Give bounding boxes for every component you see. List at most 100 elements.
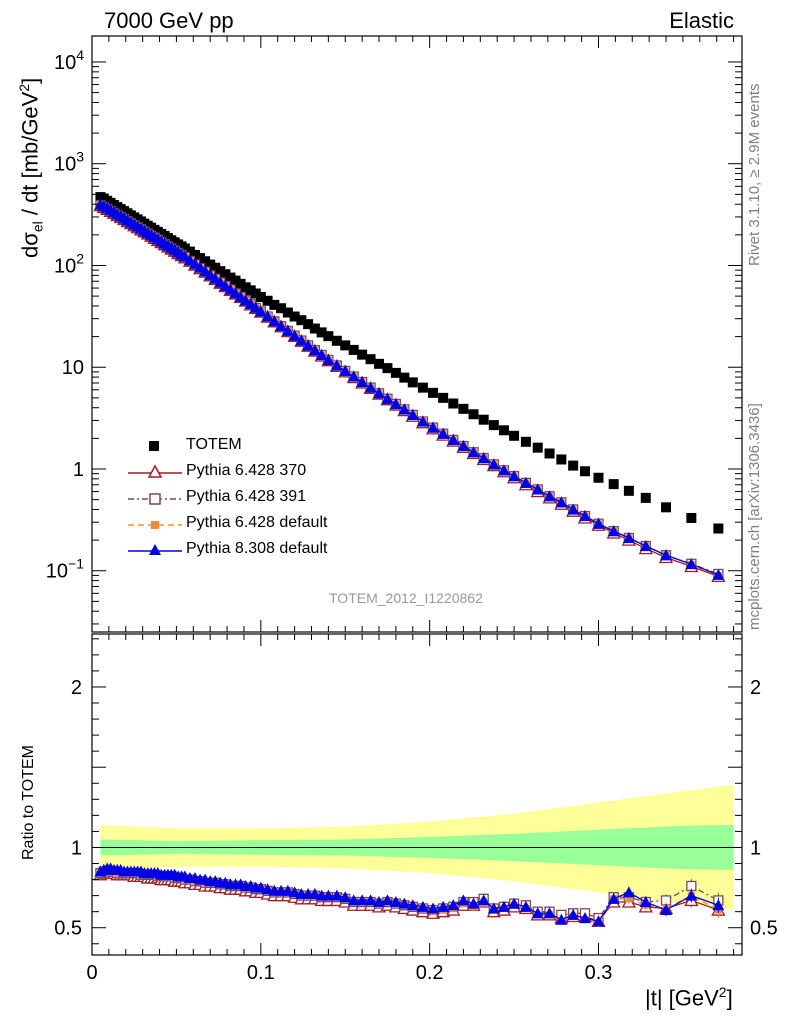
main-point-totem	[179, 243, 190, 254]
main-point-totem	[289, 311, 300, 322]
ratio-point-py8-default	[447, 899, 460, 911]
main-point-totem	[498, 425, 509, 436]
main-point-totem	[448, 398, 459, 409]
main-point-totem	[520, 436, 531, 447]
main-point-py8-default	[519, 476, 532, 488]
legend-entry-py6-default: Pythia 6.428 default	[128, 512, 388, 538]
main-point-py8-default	[322, 353, 335, 365]
legend-label-totem: TOTEM	[186, 436, 242, 453]
main-point-totem	[276, 303, 287, 314]
main-point-totem	[608, 479, 619, 490]
main-point-py8-default	[389, 398, 402, 410]
main-point-totem	[200, 256, 211, 267]
ratio-point-py8-default	[519, 900, 532, 912]
main-point-totem	[220, 269, 231, 280]
ratio-point-py8-default	[578, 912, 591, 924]
main-point-py8-default	[427, 421, 440, 433]
main-y-tick-label-base: 10	[54, 52, 76, 74]
main-point-totem	[382, 363, 393, 374]
main-point-totem	[417, 382, 428, 393]
main-point-py8-default	[508, 470, 521, 482]
ratio-point-py8-default	[322, 889, 335, 901]
main-point-py8-default	[555, 496, 568, 508]
main-point-totem	[661, 502, 672, 513]
ratio-point-py8-default	[487, 902, 500, 914]
main-point-py8-default	[356, 376, 369, 388]
ratio-series-py8-default	[94, 862, 725, 927]
main-y-tick-label-base: 10	[62, 357, 84, 379]
main-y-tick-label-exp: 3	[76, 149, 84, 165]
ratio-point-py8-default	[330, 889, 343, 901]
mcplots-side-label: mcplots.cern.ch [arXiv:1306.3436]	[746, 403, 763, 630]
ratio-point-py8-default	[356, 894, 369, 906]
main-y-tick-label: 1	[73, 459, 84, 481]
ratio-y-tick-label-right: 0.5	[750, 918, 778, 940]
ratio-point-py8-default	[281, 884, 294, 896]
main-point-py8-default	[398, 403, 411, 415]
main-point-totem	[713, 523, 724, 534]
legend-entry-totem: TOTEM	[128, 434, 388, 460]
main-point-totem	[468, 409, 479, 420]
ratio-point-py8-default	[406, 899, 419, 911]
main-y-tick-label: 10−1	[46, 556, 84, 583]
ratio-point-py8-default	[347, 894, 360, 906]
main-point-totem	[623, 485, 634, 496]
ratio-point-py8-default	[427, 902, 440, 914]
main-point-totem	[250, 288, 261, 299]
main-point-py8-default	[660, 549, 673, 561]
ratio-y-tick-label-left: 0.5	[54, 918, 82, 940]
main-point-totem	[509, 430, 520, 441]
main-point-totem	[348, 344, 359, 355]
main-panel-series	[93, 192, 726, 583]
main-point-totem	[374, 358, 385, 369]
legend-label-py6-default: Pythia 6.428 default	[186, 514, 328, 531]
analysis-id-label: TOTEM_2012_I1220862	[329, 590, 483, 606]
legend-label-py6-370: Pythia 6.428 370	[186, 462, 307, 479]
main-point-py8-default	[302, 339, 315, 351]
legend-label-py8-default: Pythia 8.308 default	[186, 540, 328, 557]
ratio-y-axis-title: Ratio to TOTEM	[20, 745, 37, 860]
legend-entry-py6-391: Pythia 6.428 391	[128, 486, 388, 512]
ratio-point-py8-default	[531, 907, 544, 919]
main-point-py8-default	[578, 510, 591, 522]
ratio-point-py8-default	[497, 900, 510, 912]
header-right-label: Elastic	[669, 8, 734, 33]
ratio-point-py8-default	[477, 894, 490, 906]
ratio-point-py8-default	[389, 896, 402, 908]
legend-marker-open-square	[128, 493, 182, 505]
legend-marker-filled-triangle	[128, 544, 182, 555]
main-point-py8-default	[639, 540, 652, 552]
ratio-point-py8-default	[508, 897, 521, 909]
ratio-point-py8-default	[592, 915, 605, 927]
x-tick-label: 0.1	[247, 962, 275, 984]
ratio-point-py8-default	[555, 913, 568, 925]
main-point-py8-default	[497, 464, 510, 476]
main-point-totem	[309, 323, 320, 334]
ratio-point-py8-default	[416, 900, 429, 912]
ratio-point-py6-default	[625, 895, 633, 903]
main-point-totem	[365, 354, 376, 365]
main-point-totem	[331, 335, 342, 346]
ratio-point-py8-default	[685, 889, 698, 901]
main-point-totem	[407, 377, 418, 388]
main-point-totem	[205, 259, 216, 270]
main-point-py8-default	[592, 517, 605, 529]
ratio-point-py8-default	[261, 883, 274, 895]
ratio-panel-series	[93, 862, 726, 928]
rivet-side-label: Rivet 3.1.10, ≥ 2.9M events	[746, 83, 763, 267]
main-point-totem	[245, 285, 256, 296]
ratio-point-py8-default	[339, 891, 352, 903]
main-point-py8-default	[685, 558, 698, 570]
main-point-totem	[568, 460, 579, 471]
main-y-axis-title: dσel / dt [mb/GeV2]	[16, 77, 46, 258]
main-point-totem	[210, 262, 221, 273]
ratio-point-py8-default	[712, 899, 725, 911]
main-point-totem	[230, 275, 241, 286]
ratio-point-py8-default	[543, 907, 556, 919]
main-point-totem	[340, 340, 351, 351]
main-y-tick-label: 104	[54, 47, 84, 74]
main-point-py8-default	[268, 315, 281, 327]
main-point-totem	[282, 307, 293, 318]
main-y-tick-label-exp: 4	[76, 47, 84, 63]
